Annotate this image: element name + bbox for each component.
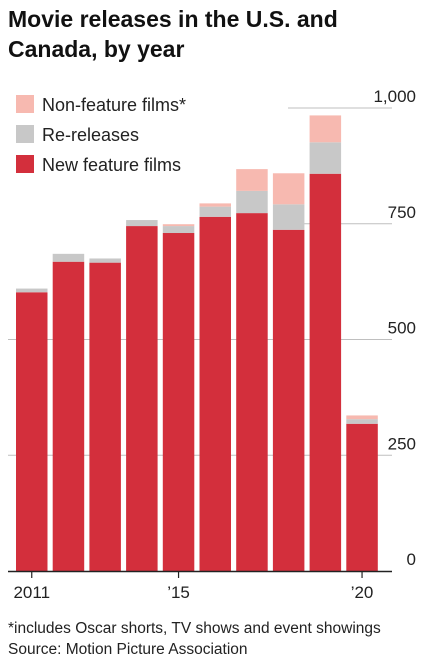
- bar-segment-re-release: [89, 258, 121, 263]
- bar-segment-re-release: [52, 253, 85, 262]
- bar-segment-re-release: [199, 206, 231, 217]
- x-tick-label: ’15: [167, 583, 190, 602]
- bar-segment-non-feature: [309, 115, 342, 143]
- y-tick-label: 750: [388, 203, 416, 222]
- legend-swatch: [16, 155, 34, 173]
- legend-label: New feature films: [42, 155, 181, 175]
- y-tick-label: 250: [388, 434, 416, 453]
- stacked-bar-chart: 0 250 500 750 1,000 2011 ’15 ’20 Non-feature fi…: [8, 87, 416, 602]
- bar-segment-re-release: [126, 220, 158, 227]
- bar-segment-new-feature: [126, 226, 158, 571]
- bar-segment-re-release: [162, 226, 195, 234]
- bar-segment-non-feature: [272, 173, 305, 205]
- legend: Non-feature films* Re-releases New feature…: [16, 95, 186, 175]
- legend-label: Re-releases: [42, 125, 139, 145]
- bar-segment-new-feature: [52, 261, 85, 571]
- x-tick-label: 2011: [13, 583, 50, 602]
- bar-segment-new-feature: [272, 229, 305, 572]
- bar-segment-new-feature: [89, 262, 121, 571]
- bar-segment-non-feature: [199, 203, 231, 207]
- bar-segment-re-release: [272, 204, 305, 230]
- legend-label: Non-feature films*: [42, 95, 186, 115]
- x-tick-label: ’20: [351, 583, 374, 602]
- bar-segment-non-feature: [236, 169, 268, 191]
- y-tick-label: 500: [388, 319, 416, 338]
- bar-segment-re-release: [236, 190, 268, 214]
- bar-segment-new-feature: [16, 292, 48, 571]
- bar-segment-non-feature: [346, 415, 378, 420]
- legend-swatch: [16, 125, 34, 143]
- y-tick-label: 0: [407, 550, 416, 569]
- bar-segment-re-release: [16, 288, 48, 293]
- bar-segment-new-feature: [236, 213, 268, 571]
- source-note: Source: Motion Picture Association: [8, 641, 248, 658]
- bar-segment-new-feature: [199, 216, 231, 571]
- bar-segment-new-feature: [309, 173, 342, 571]
- bar-segment-non-feature: [162, 224, 195, 227]
- bar-segment-new-feature: [346, 423, 378, 571]
- bar-segment-new-feature: [162, 233, 195, 571]
- footnote: *includes Oscar shorts, TV shows and eve…: [8, 620, 381, 637]
- y-tick-label: 1,000: [373, 87, 416, 106]
- bar-segment-re-release: [309, 142, 342, 174]
- legend-swatch: [16, 95, 34, 113]
- bar-segment-re-release: [346, 419, 378, 424]
- axes: 0 250 500 750 1,000 2011 ’15 ’20: [8, 87, 416, 602]
- chart-title: Movie releases in the U.S. and Canada, b…: [8, 6, 338, 62]
- bars: [16, 115, 378, 572]
